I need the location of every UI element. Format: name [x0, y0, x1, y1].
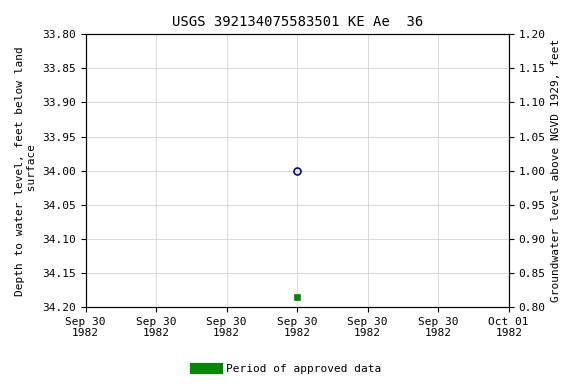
- Legend: Period of approved data: Period of approved data: [191, 359, 385, 379]
- Title: USGS 392134075583501 KE Ae  36: USGS 392134075583501 KE Ae 36: [172, 15, 423, 29]
- Y-axis label: Groundwater level above NGVD 1929, feet: Groundwater level above NGVD 1929, feet: [551, 39, 561, 302]
- Y-axis label: Depth to water level, feet below land
 surface: Depth to water level, feet below land su…: [15, 46, 37, 296]
